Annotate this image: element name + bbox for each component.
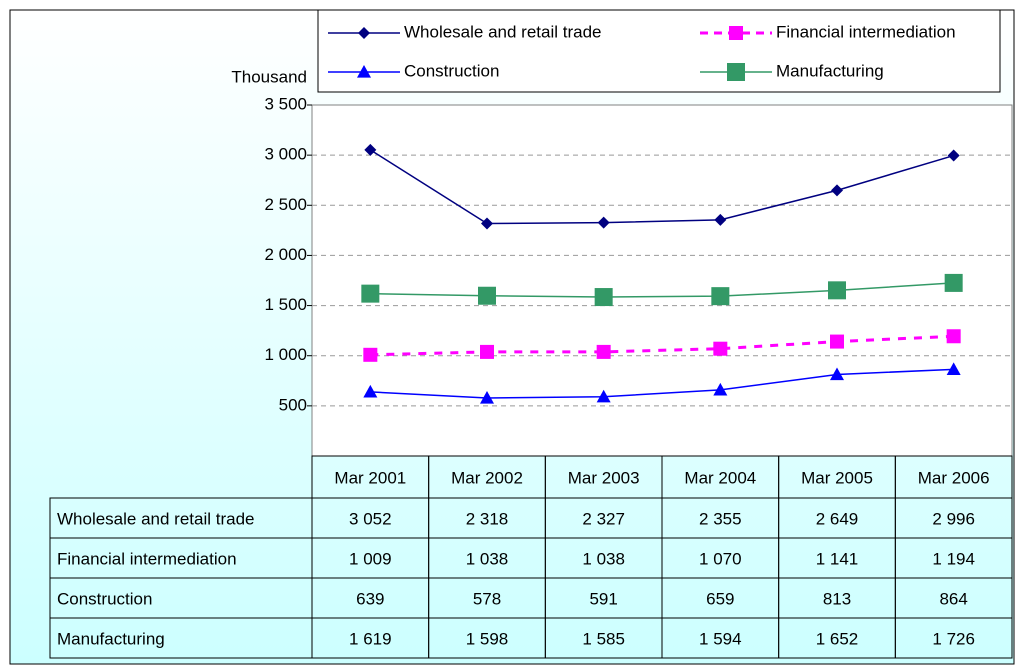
marker bbox=[944, 273, 963, 292]
series-line bbox=[370, 282, 954, 298]
table-value: 1 038 bbox=[582, 549, 625, 568]
marker bbox=[364, 143, 377, 156]
table-value: 1 070 bbox=[699, 549, 742, 568]
table-value: 1 194 bbox=[932, 549, 975, 568]
table-value: 639 bbox=[356, 589, 384, 608]
table-value: 813 bbox=[823, 589, 851, 608]
table-value: 1 585 bbox=[582, 629, 625, 648]
marker bbox=[831, 184, 843, 197]
marker bbox=[713, 382, 728, 396]
legend-label: Construction bbox=[404, 61, 499, 80]
table-value: 1 652 bbox=[816, 629, 859, 648]
series-line bbox=[370, 368, 954, 399]
table-row-label: Financial intermediation bbox=[57, 549, 237, 568]
legend-marker bbox=[727, 63, 745, 81]
plot-area bbox=[311, 104, 1013, 457]
table-value: 1 619 bbox=[349, 629, 392, 648]
marker bbox=[830, 334, 844, 349]
x-tick-label: Mar 2001 bbox=[334, 468, 406, 487]
x-tick-label: Mar 2005 bbox=[801, 468, 873, 487]
x-tick-label: Mar 2006 bbox=[918, 468, 990, 487]
table-value: 2 355 bbox=[699, 509, 742, 528]
table-row-label: Manufacturing bbox=[57, 629, 165, 648]
marker bbox=[947, 149, 960, 162]
y-tick-label: 3 000 bbox=[264, 145, 307, 164]
marker bbox=[361, 284, 380, 303]
y-axis-label: Thousand bbox=[231, 67, 307, 86]
table-value: 1 598 bbox=[466, 629, 509, 648]
table-value: 2 318 bbox=[466, 509, 509, 528]
legend-marker bbox=[357, 65, 371, 78]
legend-label: Financial intermediation bbox=[776, 22, 956, 41]
marker bbox=[597, 216, 610, 229]
table-value: 2 649 bbox=[816, 509, 859, 528]
table-row-label: Construction bbox=[57, 589, 152, 608]
table-value: 2 327 bbox=[582, 509, 625, 528]
table-value: 1 038 bbox=[466, 549, 509, 568]
legend-marker bbox=[729, 26, 743, 40]
x-tick-label: Mar 2002 bbox=[451, 468, 523, 487]
marker bbox=[363, 347, 378, 362]
marker bbox=[363, 384, 378, 398]
table-value: 659 bbox=[706, 589, 734, 608]
y-tick-label: 1 500 bbox=[264, 295, 307, 314]
table-value: 578 bbox=[473, 589, 501, 608]
marker bbox=[596, 389, 611, 403]
legend-label: Wholesale and retail trade bbox=[404, 22, 602, 41]
y-tick-label: 1 000 bbox=[264, 345, 307, 364]
x-tick-label: Mar 2004 bbox=[684, 468, 756, 487]
table-value: 1 726 bbox=[932, 629, 975, 648]
marker bbox=[594, 288, 613, 307]
marker bbox=[713, 341, 728, 356]
marker bbox=[480, 344, 494, 359]
table-value: 1 594 bbox=[699, 629, 742, 648]
marker bbox=[596, 344, 611, 359]
x-tick-label: Mar 2003 bbox=[568, 468, 640, 487]
y-tick-label: 2 000 bbox=[264, 245, 307, 264]
table-value: 2 996 bbox=[932, 509, 975, 528]
marker bbox=[714, 213, 727, 226]
marker bbox=[946, 329, 961, 344]
y-tick-label: 500 bbox=[279, 395, 307, 414]
legend-label: Manufacturing bbox=[776, 61, 884, 80]
marker bbox=[478, 286, 496, 305]
marker bbox=[946, 362, 961, 375]
series-line bbox=[369, 149, 954, 225]
table-value: 864 bbox=[939, 589, 967, 608]
table-value: 3 052 bbox=[349, 509, 392, 528]
table-value: 591 bbox=[589, 589, 617, 608]
legend-box bbox=[317, 9, 1001, 93]
series-line bbox=[370, 334, 954, 357]
table-value: 1 009 bbox=[349, 549, 392, 568]
y-tick-label: 2 500 bbox=[264, 195, 307, 214]
y-tick-label: 3 500 bbox=[264, 94, 307, 113]
marker bbox=[481, 217, 493, 230]
table-cell bbox=[894, 617, 1013, 659]
table-value: 1 141 bbox=[816, 549, 859, 568]
table-row-label: Wholesale and retail trade bbox=[57, 509, 255, 528]
legend-marker bbox=[358, 27, 370, 39]
marker bbox=[828, 281, 846, 300]
marker bbox=[830, 367, 844, 381]
marker bbox=[711, 287, 730, 306]
marker bbox=[480, 391, 494, 404]
